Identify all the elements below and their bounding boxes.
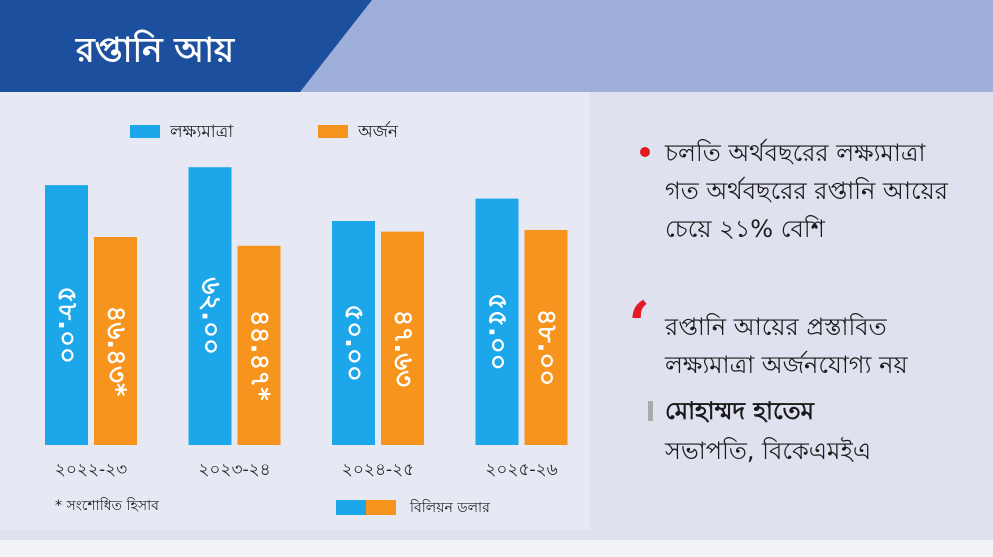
speaker-bar [648, 401, 653, 421]
x-tick-label: ২০২২-২৩ [55, 460, 127, 480]
unit-swatch [336, 500, 366, 515]
chart-title: রপ্তানি আয় [75, 30, 236, 71]
bar [94, 236, 137, 445]
x-tick-label: ২০২৪-২৫ [342, 460, 414, 480]
value-label: ৪৪.৪৭* [245, 310, 275, 401]
bullet-dot [640, 147, 650, 157]
bullet-text: চলতি অর্থবছরের লক্ষ্যমাত্রা গত অর্থবছরের… [665, 139, 948, 243]
bar [475, 198, 519, 445]
value-label: ৫৮.০০ [52, 286, 82, 363]
value-label: ৪৬.৪৩* [101, 305, 131, 396]
legend-label: লক্ষ্যমাত্রা [169, 122, 234, 142]
value-label: ৬২.০০ [196, 277, 226, 355]
bar [524, 229, 568, 445]
unit-swatch [366, 500, 396, 515]
bar [332, 221, 375, 445]
bar [188, 167, 232, 446]
value-label: ৪৭.৬৩ [388, 310, 418, 388]
legend-swatch [130, 125, 160, 138]
footnote: * সংশোধিত হিসাব [55, 497, 159, 514]
speaker-name: মোহাম্মদ হাতেম [665, 397, 814, 425]
legend-label: অর্জন [357, 121, 399, 142]
quote-text: রপ্তানি আয়ের প্রস্তাবিত লক্ষ্যমাত্রা অর… [665, 313, 908, 379]
value-label: ৫০.০০ [339, 304, 369, 381]
title-banner [0, 0, 372, 92]
bar [45, 185, 88, 445]
quote-mark: ‘ [628, 288, 651, 363]
bar [237, 245, 281, 445]
value-label: ৫৫.০০ [483, 293, 513, 370]
bar [381, 231, 424, 445]
unit-label: বিলিয়ন ডলার [409, 499, 490, 516]
legend-swatch [318, 125, 348, 138]
bottom-strip [0, 540, 993, 557]
x-tick-label: ২০২৩-২৪ [198, 460, 270, 480]
x-tick-label: ২০২৫-২৬ [485, 460, 557, 480]
speaker-title: সভাপতি, বিকেএমইএ [665, 437, 872, 465]
value-label: ৪৮.০০ [532, 309, 562, 386]
